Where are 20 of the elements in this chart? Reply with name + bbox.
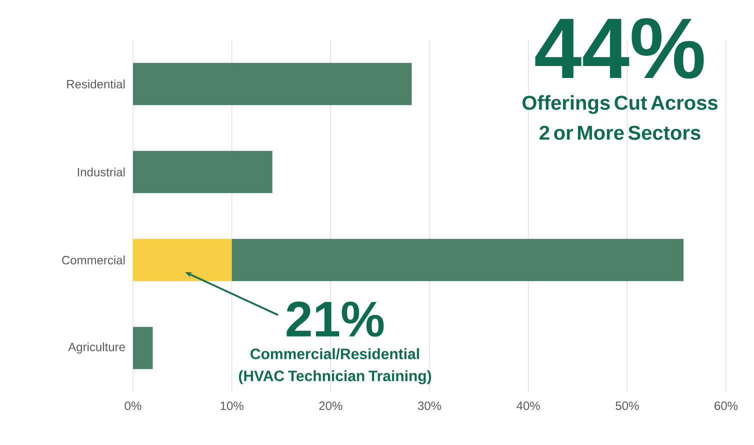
- y-tick-label: Residential: [67, 80, 125, 88]
- annotation: Commercial/Residential (HVAC Technician Training): [238, 348, 432, 384]
- y-tick-label: Industrial: [78, 168, 125, 176]
- bar: [133, 150, 272, 194]
- x-tick-label: 0%: [124, 402, 142, 410]
- y-tick-label: Agriculture: [68, 342, 125, 354]
- x-tick-label: 50%: [616, 402, 639, 410]
- x-tick-label: 10%: [220, 402, 244, 410]
- x-tick-label: 60%: [714, 402, 738, 410]
- x-tick-label: 40%: [516, 402, 540, 410]
- bar: [133, 238, 232, 282]
- x-tick-label: 20%: [319, 402, 342, 410]
- annotation: Offerings Cut Across 2 or More Sectors: [522, 95, 718, 140]
- bar: [133, 62, 412, 106]
- annotation: 21%: [286, 302, 384, 337]
- x-tick-label: 30%: [418, 402, 442, 410]
- y-tick-label: Commercial: [62, 256, 125, 264]
- bar: [232, 238, 684, 282]
- bar: [133, 326, 153, 370]
- annotation: 44%: [535, 18, 704, 79]
